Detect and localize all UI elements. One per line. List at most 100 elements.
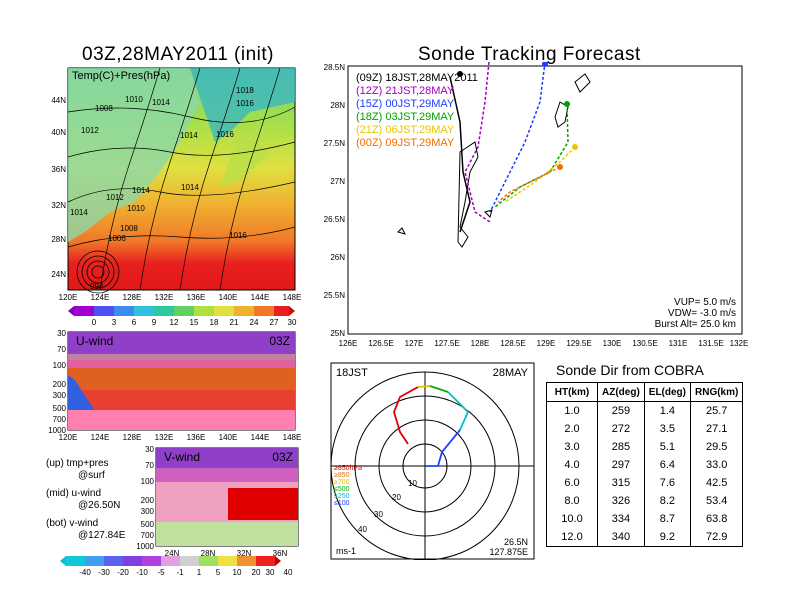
track-lon-labels: 126E 126.5E 127E 127.5E 128E 128.5E 129E…	[339, 339, 749, 348]
svg-text:18: 18	[210, 318, 219, 327]
svg-text:28N: 28N	[201, 549, 216, 558]
svg-text:500: 500	[141, 520, 155, 529]
hodograph-trace	[393, 385, 470, 467]
tracking-title: Sonde Tracking Forecast	[418, 44, 641, 65]
table-cell: 1.0	[564, 405, 580, 417]
cb-label: 30	[266, 568, 275, 577]
wind-colorbar: -40 -30 -20 -10 -5 -1 1 5 10 20 30 40	[60, 556, 293, 577]
note-up: (up) tmp+pres	[46, 458, 109, 469]
tracking-map: 28.5N 28N 27.5N 27N 26.5N 26N 25.5N 25N …	[324, 62, 749, 348]
table-cell: 63.8	[690, 510, 743, 528]
cb-label: -1	[176, 568, 184, 577]
svg-text:1014: 1014	[152, 98, 170, 107]
svg-text:128E: 128E	[123, 293, 142, 302]
svg-text:131E: 131E	[669, 339, 688, 348]
svg-text:300: 300	[53, 391, 67, 400]
svg-text:30: 30	[57, 330, 66, 338]
svg-text:24N: 24N	[165, 549, 180, 558]
table-cell: 27.1	[690, 420, 743, 438]
svg-text:28N: 28N	[51, 235, 66, 244]
svg-text:100: 100	[141, 477, 155, 486]
svg-text:124E: 124E	[91, 433, 110, 442]
svg-text:131.5E: 131.5E	[698, 339, 723, 348]
v-wind-label: V-wind	[164, 450, 200, 464]
svg-text:500: 500	[53, 404, 67, 413]
svg-text:(15Z) 00JST,29MAY: (15Z) 00JST,29MAY	[356, 98, 455, 110]
polar-date: 28MAY	[493, 367, 529, 379]
svg-text:300: 300	[141, 507, 155, 516]
svg-text:0: 0	[92, 318, 97, 327]
u-wind-panel: U-wind 03Z 30 70 100 200 300 500 700 100…	[48, 330, 302, 442]
table-row: 2.0 272 3.5 27.1	[547, 420, 743, 438]
svg-text:27N: 27N	[330, 177, 345, 186]
u-lon-labels: 120E 124E 128E 132E 136E 140E 144E 148E	[59, 433, 302, 442]
svg-text:70: 70	[145, 461, 154, 470]
svg-text:28N: 28N	[330, 101, 345, 110]
note-mid-level: @26.50N	[78, 500, 121, 511]
note-bot: (bot) v-wind	[46, 518, 99, 529]
svg-text:120E: 120E	[59, 433, 78, 442]
svg-text:40N: 40N	[51, 128, 66, 137]
svg-text:200: 200	[141, 496, 155, 505]
svg-text:25.5N: 25.5N	[324, 291, 346, 300]
svg-text:1006: 1006	[108, 234, 126, 243]
table-row: 12.0 340 9.2 72.9	[547, 528, 743, 546]
svg-text:127E: 127E	[405, 339, 424, 348]
svg-text:128E: 128E	[471, 339, 490, 348]
table-cell: 9.2	[643, 528, 691, 546]
table-cell: 340	[597, 528, 645, 546]
polar-lon: 127.875E	[489, 547, 528, 557]
svg-text:126.5E: 126.5E	[368, 339, 393, 348]
svg-text:27: 27	[270, 318, 279, 327]
svg-text:1016: 1016	[229, 231, 247, 240]
table-cell: 8.0	[564, 495, 580, 507]
cb-label: -30	[98, 568, 110, 577]
svg-text:30: 30	[145, 446, 154, 454]
v-wind-panel: V-wind 03Z 30 70 100 200 300 500 700 100…	[136, 446, 299, 558]
col-header: EL(deg)	[643, 383, 691, 402]
svg-text:26N: 26N	[330, 253, 345, 262]
svg-text:128E: 128E	[123, 433, 142, 442]
table-cell: 259	[597, 401, 645, 420]
svg-text:132E: 132E	[730, 339, 749, 348]
table-cell: 5.1	[643, 438, 691, 456]
table-cell: 297	[597, 456, 645, 474]
temperature-colorbar	[68, 306, 295, 316]
svg-text:(12Z) 21JST,28MAY: (12Z) 21JST,28MAY	[356, 85, 455, 97]
v-lat-labels: 24N 28N 32N 36N	[165, 549, 288, 558]
cb-label: -10	[136, 568, 148, 577]
table-cell: 7.6	[643, 474, 691, 492]
table-cell: 53.4	[690, 492, 743, 510]
svg-text:36N: 36N	[273, 549, 288, 558]
svg-text:24N: 24N	[51, 270, 66, 279]
cb-label: 20	[252, 568, 261, 577]
map-field-label: Temp(C)+Pres(hPa)	[72, 70, 170, 82]
table-row: 1.0 259 1.4 25.7	[547, 401, 743, 420]
svg-text:(00Z) 09JST,29MAY: (00Z) 09JST,29MAY	[356, 137, 455, 149]
map-title: 03Z,28MAY2011 (init)	[82, 44, 274, 65]
polar-lat: 26.5N	[504, 537, 528, 547]
svg-text:126E: 126E	[339, 339, 358, 348]
svg-text:32N: 32N	[237, 549, 252, 558]
svg-text:1018: 1018	[236, 86, 254, 95]
svg-text:130.5E: 130.5E	[632, 339, 657, 348]
svg-text:21: 21	[230, 318, 239, 327]
panel-notes: (up) tmp+pres @surf (mid) u-wind @26.50N…	[46, 458, 125, 542]
svg-text:120E: 120E	[59, 293, 78, 302]
svg-text:VDW= -3.0 m/s: VDW= -3.0 m/s	[668, 308, 736, 319]
svg-text:994: 994	[90, 282, 104, 291]
table-row: 4.0 297 6.4 33.0	[547, 456, 743, 474]
col-header: RNG(km)	[690, 383, 743, 402]
svg-text:1010: 1010	[125, 95, 143, 104]
svg-text:24: 24	[250, 318, 259, 327]
svg-text:700: 700	[53, 415, 67, 424]
svg-text:124E: 124E	[91, 293, 110, 302]
table-cell: 42.5	[690, 474, 743, 492]
hodograph-panel: 10 20 30 40 18JST 28MAY ≥850hPa ≥850 ≥70…	[330, 362, 535, 560]
map-plot	[67, 67, 296, 294]
svg-text:3: 3	[112, 318, 117, 327]
col-header: AZ(deg)	[597, 383, 645, 402]
svg-text:12: 12	[170, 318, 179, 327]
svg-text:44N: 44N	[51, 96, 66, 105]
svg-text:200: 200	[53, 380, 67, 389]
